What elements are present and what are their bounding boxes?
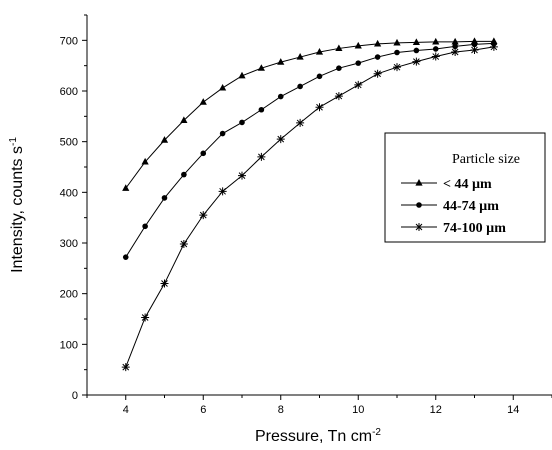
data-point — [315, 47, 324, 55]
data-point — [257, 152, 266, 161]
x-axis-title: Pressure, Tn cm-2 — [255, 427, 381, 445]
data-point — [297, 83, 303, 90]
data-point — [471, 41, 478, 48]
x-axis: 4 6 8 10 12 14 — [86, 394, 552, 416]
x-tick-label: 8 — [278, 404, 284, 416]
legend-item: 44-74 µm — [401, 199, 499, 214]
data-point — [219, 83, 227, 91]
data-point — [315, 103, 324, 112]
series-2 — [122, 40, 497, 260]
series-line — [125, 40, 494, 189]
data-point — [451, 47, 460, 56]
legend-title: Particle size — [452, 152, 520, 167]
data-point — [334, 92, 343, 101]
data-point — [179, 240, 188, 249]
data-point — [413, 47, 420, 54]
data-point — [451, 37, 459, 45]
data-point — [161, 195, 168, 201]
legend-label: 44-74 µm — [443, 199, 499, 214]
data-point — [181, 171, 187, 178]
data-point — [412, 38, 420, 45]
legend-item: < 44 µm — [401, 177, 492, 192]
data-point — [336, 65, 342, 71]
y-axis-title-text: Intensity, counts s — [9, 146, 26, 273]
data-point — [141, 313, 150, 322]
data-point — [432, 46, 439, 52]
legend-label: 74-100 µm — [443, 221, 506, 236]
data-point — [238, 171, 246, 180]
y-tick-label: 200 — [60, 289, 78, 301]
y-tick-label: 700 — [60, 35, 78, 47]
data-point — [200, 150, 207, 157]
data-point — [160, 136, 169, 143]
legend-marker — [415, 223, 423, 231]
legend-item: 74-100 µm — [401, 221, 506, 236]
data-point — [199, 98, 207, 105]
series-layer — [121, 37, 498, 372]
data-point — [276, 135, 285, 144]
data-point — [431, 52, 440, 61]
legend-marker — [416, 202, 422, 208]
y-tick-label: 400 — [60, 187, 78, 199]
data-point — [316, 73, 323, 80]
data-point — [432, 37, 440, 45]
data-point — [239, 119, 245, 126]
y-tick-label: 100 — [60, 339, 78, 351]
data-point — [373, 69, 382, 78]
data-point — [393, 38, 401, 46]
x-axis-title-text: Pressure, Tn cm — [255, 428, 372, 445]
series-line — [125, 46, 494, 368]
data-point — [277, 93, 284, 100]
data-point — [257, 64, 265, 71]
data-point — [296, 118, 305, 127]
series-line — [125, 42, 494, 258]
data-point — [355, 60, 362, 66]
data-point — [142, 223, 148, 230]
data-point — [393, 63, 401, 72]
legend-box — [384, 132, 546, 243]
data-point — [354, 41, 362, 49]
data-point — [277, 58, 285, 65]
x-axis-title-exponent: -2 — [372, 427, 381, 438]
data-point — [238, 71, 246, 79]
legend-marker — [415, 179, 423, 186]
data-point — [219, 130, 226, 137]
data-point — [374, 54, 381, 60]
y-axis-title: Intensity, counts s-1 — [8, 137, 26, 273]
x-tick-label: 6 — [200, 404, 206, 416]
y-tick-label: 0 — [72, 390, 78, 402]
data-point — [489, 42, 498, 51]
data-point — [412, 57, 421, 66]
legend: Particle size < 44 µm 44-74 µm 74-100 µm — [384, 132, 546, 243]
data-point — [122, 254, 129, 260]
data-point — [199, 211, 208, 220]
y-tick-label: 500 — [60, 137, 78, 149]
x-tick-label: 14 — [507, 404, 519, 416]
y-axis: 0 100 200 300 400 500 600 700 — [60, 14, 88, 402]
data-point — [335, 44, 343, 52]
data-point — [470, 45, 479, 54]
data-point — [218, 187, 227, 196]
data-point — [258, 106, 265, 113]
x-tick-label: 4 — [123, 404, 129, 416]
y-tick-label: 300 — [60, 238, 78, 250]
data-point — [374, 39, 382, 47]
data-point — [122, 184, 130, 191]
data-point — [354, 80, 363, 89]
data-point — [160, 279, 169, 288]
data-point — [394, 49, 400, 56]
legend-label: < 44 µm — [443, 177, 492, 192]
data-point — [296, 53, 304, 60]
y-tick-label: 600 — [60, 86, 78, 98]
legend-entries: < 44 µm 44-74 µm 74-100 µm — [401, 177, 506, 236]
data-point — [452, 43, 458, 50]
x-tick-label: 10 — [352, 404, 364, 416]
data-point — [180, 116, 188, 123]
data-point — [121, 363, 130, 372]
x-tick-label: 12 — [430, 404, 442, 416]
data-point — [141, 157, 149, 165]
y-axis-title-exponent: -1 — [8, 137, 19, 146]
series-3 — [121, 42, 498, 372]
